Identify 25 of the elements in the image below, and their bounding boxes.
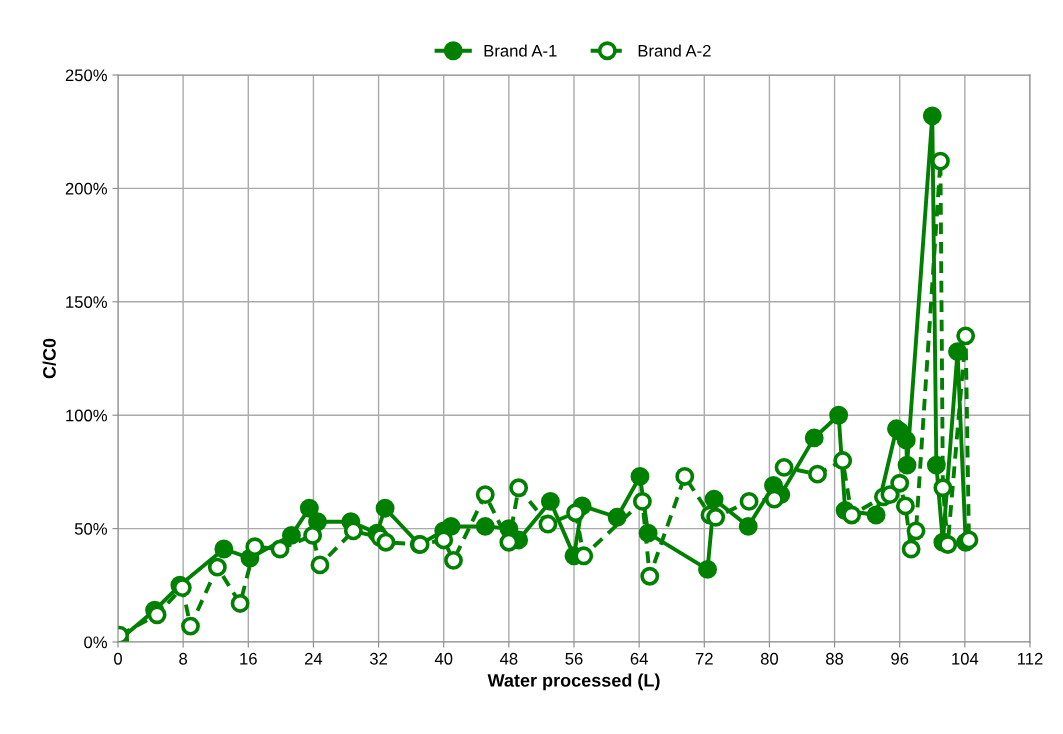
y-axis-title: C/C0 — [42, 338, 57, 379]
x-tick-label: 8 — [179, 652, 188, 665]
x-tick-label: 24 — [305, 652, 323, 665]
x-tick-label: 80 — [760, 652, 779, 665]
x-tick-label: 104 — [952, 652, 979, 665]
y-tick-label: 200% — [65, 182, 107, 195]
x-tick-label: 64 — [630, 652, 648, 665]
x-tick-label: 48 — [499, 652, 518, 665]
y-tick-label: 150% — [66, 296, 107, 308]
y-tick-label: 100% — [66, 409, 107, 422]
x-tick-label: 16 — [240, 652, 257, 665]
x-tick-label: 32 — [369, 652, 387, 665]
x-tick-label: 40 — [434, 652, 453, 665]
x-tick-label: 72 — [695, 652, 713, 665]
legend-label: Brand A-1 — [484, 44, 557, 57]
x-tick-label: 112 — [1017, 652, 1043, 665]
legend-label: Brand A-2 — [638, 44, 711, 57]
x-tick-label: 96 — [891, 652, 909, 665]
y-tick-label: 50% — [74, 523, 107, 535]
x-tick-label: 88 — [826, 652, 844, 665]
y-tick-label: 250% — [65, 69, 107, 82]
x-tick-label: 0 — [114, 652, 122, 665]
x-tick-label: 56 — [565, 652, 583, 665]
y-tick-label: 0% — [84, 636, 107, 649]
x-axis-title: Water processed (L) — [487, 673, 660, 691]
